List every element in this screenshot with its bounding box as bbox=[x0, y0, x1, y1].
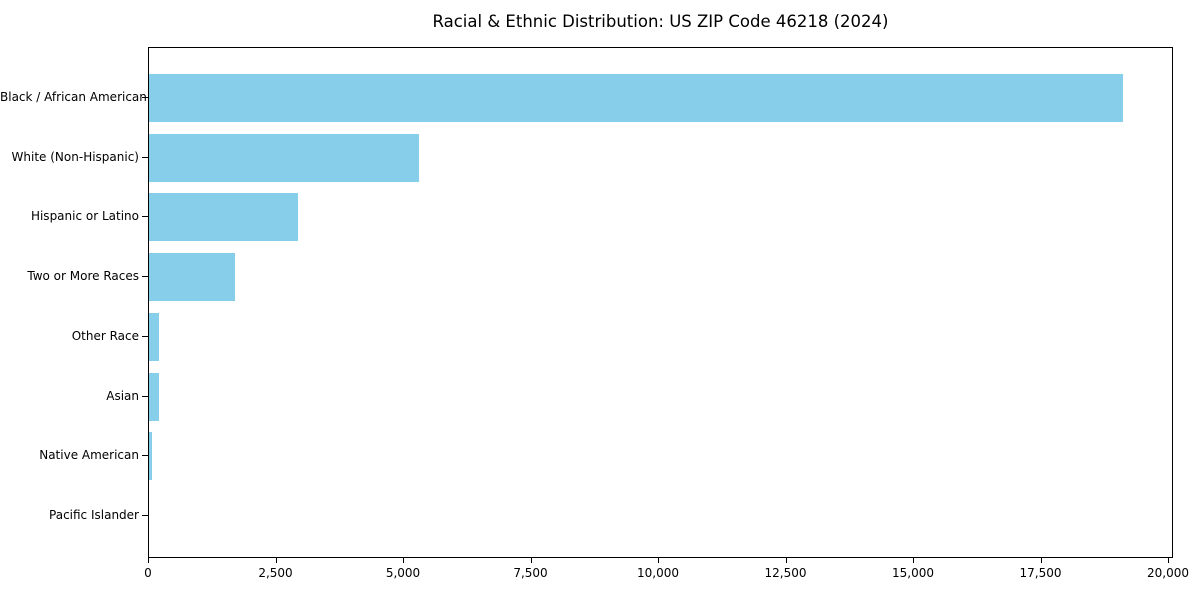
bar bbox=[149, 74, 1124, 122]
bar bbox=[149, 312, 160, 361]
y-tick-label: Hispanic or Latino bbox=[30, 209, 139, 224]
x-tick bbox=[658, 558, 659, 563]
y-tick bbox=[142, 156, 148, 158]
x-tick-label: 10,000 bbox=[637, 566, 679, 580]
y-tick-label: White (Non-Hispanic) bbox=[11, 149, 139, 164]
x-tick bbox=[913, 558, 914, 563]
y-tick-label: Other Race bbox=[71, 328, 139, 343]
bar bbox=[149, 253, 236, 302]
x-tick bbox=[275, 558, 277, 563]
y-tick-label: Two or More Races bbox=[27, 269, 139, 284]
y-tick bbox=[142, 276, 148, 278]
y-tick-label: Native American bbox=[39, 448, 139, 463]
x-tick-label: 7,500 bbox=[513, 566, 548, 580]
bar bbox=[149, 372, 159, 421]
x-tick-label: 0 bbox=[144, 566, 152, 580]
y-tick bbox=[142, 97, 148, 98]
x-tick-label: 17,500 bbox=[1019, 566, 1062, 580]
bar bbox=[149, 133, 420, 182]
y-tick bbox=[142, 335, 148, 337]
x-tick bbox=[148, 558, 149, 563]
x-tick-label: 12,500 bbox=[764, 566, 807, 580]
x-tick-label: 15,000 bbox=[892, 566, 934, 580]
bar bbox=[149, 432, 153, 481]
x-tick-label: 5,000 bbox=[385, 566, 421, 580]
x-tick-label: 20,000 bbox=[1147, 566, 1189, 580]
x-tick bbox=[403, 558, 404, 563]
bar bbox=[149, 193, 298, 242]
x-tick bbox=[785, 558, 787, 563]
x-tick bbox=[1040, 558, 1042, 563]
y-tick bbox=[142, 216, 148, 218]
x-tick bbox=[530, 558, 532, 563]
plot-area bbox=[148, 47, 1173, 558]
x-tick-label: 2,500 bbox=[258, 566, 293, 580]
y-tick-label: Black / African American bbox=[0, 90, 147, 104]
x-tick bbox=[1168, 558, 1169, 563]
y-tick bbox=[142, 395, 148, 397]
y-tick-label: Pacific Islander bbox=[49, 507, 139, 522]
chart-title: Racial & Ethnic Distribution: US ZIP Cod… bbox=[432, 12, 889, 31]
y-tick bbox=[142, 514, 148, 516]
y-tick-label: Asian bbox=[106, 388, 139, 403]
y-tick bbox=[142, 455, 148, 457]
